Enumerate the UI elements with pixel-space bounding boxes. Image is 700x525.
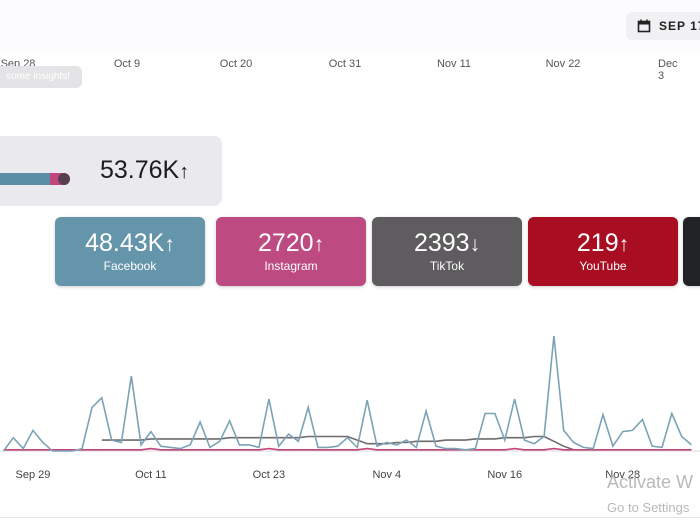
x-tick-label: Sep 29 [16, 469, 51, 481]
timeline-label: Dec 3 [658, 58, 678, 82]
x-tick-label: Nov 4 [372, 469, 401, 481]
total-value: 53.76K↑ [100, 156, 189, 185]
timeline-label: Nov 22 [545, 58, 581, 70]
series-line [2, 336, 693, 452]
progress-bar [0, 173, 70, 185]
card-number: 2393 [413, 229, 470, 257]
card-label: TikTok [429, 259, 465, 273]
x-tick-label: Nov 16 [487, 469, 522, 481]
card-arrow: ↓ [469, 233, 481, 256]
timeline-label: Oct 9 [113, 58, 141, 70]
watermark-title: Activate W [607, 472, 694, 492]
top-bar: SEP 17 [0, 0, 700, 52]
platform-card[interactable]: 2720↑ Instagram [216, 217, 366, 286]
card-arrow: ↑ [164, 233, 175, 256]
card-number: 219 [576, 229, 619, 257]
total-card: 53.76K↑ [0, 136, 222, 206]
divider [0, 517, 700, 518]
timeline-label: Nov 11 [436, 58, 472, 70]
platform-card[interactable]: 2393↓ TikTok [372, 217, 522, 286]
card-value: 2720↑ [216, 229, 366, 259]
x-tick-label: Oct 11 [135, 469, 167, 481]
platform-card[interactable]: 48.43K↑ Facebook [55, 217, 205, 286]
calendar-icon [637, 19, 651, 33]
timeline-label: Oct 31 [328, 58, 362, 70]
line-chart: Sep 29 Oct 11 Oct 23 Nov 4 Nov 16 Nov 28 [0, 336, 700, 481]
date-button[interactable]: SEP 17 [626, 12, 700, 40]
timeline-label: Oct 20 [219, 58, 253, 70]
card-label: Instagram [264, 259, 318, 273]
tooltip: some insights! [0, 66, 82, 88]
card-value: 219↑ [528, 229, 678, 259]
total-arrow: ↑ [179, 161, 190, 183]
x-tick-label: Oct 23 [253, 469, 285, 481]
total-number: 53.76K [100, 156, 180, 184]
series-line [101, 435, 574, 451]
date-label: SEP 17 [659, 19, 700, 33]
watermark-subtitle: Go to Settings [607, 500, 690, 515]
card-value: 48.43K↑ [55, 229, 205, 259]
series-line [3, 447, 692, 451]
card-number: 2720 [257, 229, 314, 257]
card-label: Facebook [103, 259, 157, 273]
card-number: 48.43K [85, 229, 165, 257]
card-arrow: ↑ [313, 233, 325, 256]
platform-card[interactable]: 219↑ YouTube [528, 217, 678, 286]
card-label: YouTube [579, 259, 627, 273]
x-tick-label: Nov 28 [605, 469, 640, 481]
card-arrow: ↑ [618, 233, 630, 256]
platform-card[interactable] [683, 217, 700, 286]
card-value: 2393↓ [372, 229, 522, 259]
